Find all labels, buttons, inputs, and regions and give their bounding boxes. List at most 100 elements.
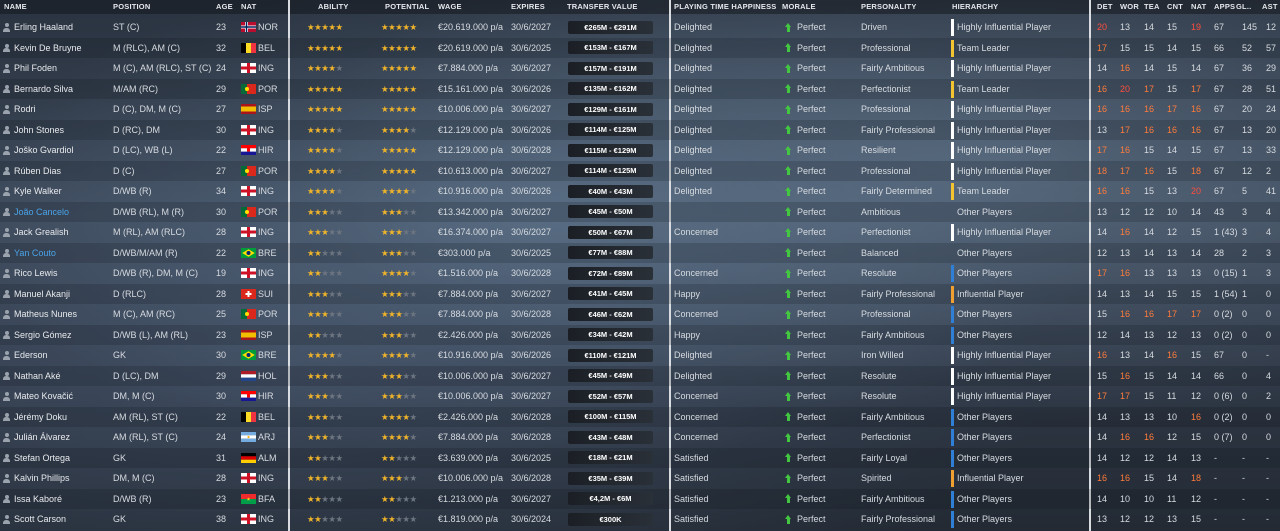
player-morale[interactable]: Perfect [797,514,826,524]
table-row[interactable]: Yan Couto D/WB/M/AM (R) 22 BRE ★★★★★ ★★★★★ €30… [0,242,1280,263]
header-ability[interactable]: ABILITY [318,2,349,11]
player-name-link[interactable]: Kevin De Bruyne [14,42,82,53]
player-nationality[interactable]: BRE [258,350,277,360]
player-name-link[interactable]: Joško Gvardiol [14,145,74,155]
player-nationality[interactable]: ARJ [258,432,276,442]
table-row[interactable]: Nathan Aké D (LC), DM 29 HOL ★★★★★ ★★★★★ €10.0… [0,365,1280,386]
table-row[interactable]: Sergio Gómez D/WB (L), AM (RL) 23 ISP ★★★★★ ★… [0,324,1280,345]
header-det[interactable]: DET [1097,2,1113,11]
player-name-link[interactable]: Issa Kaboré [14,493,63,504]
player-nationality[interactable]: ING [258,186,275,196]
player-name-link[interactable]: Julián Álvarez [14,432,71,442]
player-morale[interactable]: Perfect [797,432,826,442]
header-name[interactable]: NAME [4,2,27,11]
player-name-link[interactable]: John Stones [14,124,65,135]
header-potential[interactable]: POTENTIAL [385,2,430,11]
header-age[interactable]: AGE [216,2,233,11]
table-row[interactable]: Jérémy Doku AM (RL), ST (C) 22 BEL ★★★★★ ★★★★… [0,406,1280,427]
table-row[interactable]: Rodri D (C), DM, M (C) 27 ISP ★★★★★ ★★★★★ €10.… [0,99,1280,120]
player-nationality[interactable]: BEL [258,42,276,53]
player-morale[interactable]: Perfect [797,165,826,176]
header-ast[interactable]: AST [1262,2,1278,11]
player-nationality[interactable]: ING [258,514,275,524]
header-morale[interactable]: MORALE [782,2,816,11]
table-row[interactable]: Stefan Ortega GK 31 ALM ★★★★★ ★★★★★ €3.639.000… [0,447,1280,468]
table-row[interactable]: Jack Grealish M (RL), AM (RLC) 28 ING ★★★★★ ★… [0,222,1280,243]
player-morale[interactable]: Perfect [797,186,826,196]
player-morale[interactable]: Perfect [797,391,826,401]
player-name-link[interactable]: João Cancelo [14,206,70,217]
player-name-link[interactable]: Erling Haaland [14,22,74,32]
player-name-link[interactable]: Sergio Gómez [14,329,72,340]
column-divider[interactable] [1089,0,1091,531]
player-name-link[interactable]: Manuel Akanji [14,288,71,299]
player-name-link[interactable]: Matheus Nunes [14,309,78,319]
table-row[interactable]: Julián Álvarez AM (RL), ST (C) 24 ARJ ★★★★★ ★… [0,427,1280,448]
player-name-link[interactable]: Stefan Ortega [14,452,71,463]
header-wage[interactable]: WAGE [438,2,462,11]
player-morale[interactable]: Perfect [797,370,826,381]
table-row[interactable]: João Cancelo D/WB (RL), M (R) 30 POR ★★★★★ ★★… [0,201,1280,222]
table-row[interactable]: Issa Kaboré D/WB (R) 23 BFA ★★★★★ ★★★★★ €1.213… [0,488,1280,509]
player-name-link[interactable]: Nathan Aké [14,370,61,381]
header-position[interactable]: POSITION [113,2,151,11]
player-morale[interactable]: Perfect [797,473,826,483]
player-nationality[interactable]: HIR [258,391,274,401]
header-goals[interactable]: GL.. [1236,2,1252,11]
player-morale[interactable]: Perfect [797,493,826,504]
player-morale[interactable]: Perfect [797,452,826,463]
player-nationality[interactable]: HOL [258,370,277,381]
table-row[interactable]: Ederson GK 30 BRE ★★★★★ ★★★★★ €10.916.000 p/a 3… [0,345,1280,366]
header-personality[interactable]: PERSONALITY [861,2,917,11]
player-morale[interactable]: Perfect [797,411,826,422]
player-nationality[interactable]: ING [258,268,275,278]
header-transfer-value[interactable]: TRANSFER VALUE [567,2,638,11]
player-name-link[interactable]: Kalvin Phillips [14,473,70,483]
player-nationality[interactable]: ING [258,124,275,135]
table-row[interactable]: Kalvin Phillips DM, M (C) 28 ING ★★★★★ ★★★★★ €… [0,468,1280,489]
player-name-link[interactable]: Scott Carson [14,514,67,524]
player-morale[interactable]: Perfect [797,42,826,53]
player-morale[interactable]: Perfect [797,124,826,135]
table-row[interactable]: Kyle Walker D/WB (R) 34 ING ★★★★★ ★★★★★ €10.91… [0,181,1280,202]
player-nationality[interactable]: NOR [258,22,278,32]
player-morale[interactable]: Perfect [797,83,826,94]
player-name-link[interactable]: Jérémy Doku [14,411,68,422]
header-playing-time-happiness[interactable]: PLAYING TIME HAPPINESS [674,2,777,11]
player-nationality[interactable]: POR [258,309,278,319]
player-nationality[interactable]: HIR [258,145,274,155]
player-name-link[interactable]: Rúben Dias [14,165,62,176]
player-nationality[interactable]: BEL [258,411,276,422]
table-row[interactable]: Bernardo Silva M/AM (RC) 29 POR ★★★★★ ★★★★★ €1… [0,78,1280,99]
player-nationality[interactable]: POR [258,83,278,94]
player-nationality[interactable]: POR [258,165,278,176]
player-name-link[interactable]: Bernardo Silva [14,83,74,94]
player-morale[interactable]: Perfect [797,227,826,237]
player-morale[interactable]: Perfect [797,206,826,217]
column-divider[interactable] [288,0,290,531]
table-row[interactable]: Kevin De Bruyne M (RLC), AM (C) 32 BEL ★★★★★… [0,37,1280,58]
player-morale[interactable]: Perfect [797,268,826,278]
table-row[interactable]: Erling Haaland ST (C) 23 NOR ★★★★★ ★★★★★ €20.6… [0,17,1280,38]
player-name-link[interactable]: Rodri [14,104,36,114]
player-nationality[interactable]: ALM [258,452,277,463]
header-tea[interactable]: TEA [1144,2,1160,11]
player-morale[interactable]: Perfect [797,145,826,155]
player-nationality[interactable]: POR [258,206,278,217]
player-name-link[interactable]: Phil Foden [14,63,58,73]
header-hierarchy[interactable]: HIERARCHY [952,2,999,11]
player-nationality[interactable]: ING [258,227,275,237]
table-row[interactable]: Manuel Akanji D (RLC) 28 SUI ★★★★★ ★★★★★ €7.88… [0,283,1280,304]
header-wor[interactable]: WOR [1120,2,1139,11]
player-morale[interactable]: Perfect [797,309,826,319]
player-nationality[interactable]: ING [258,63,275,73]
player-morale[interactable]: Perfect [797,350,826,360]
table-row[interactable]: Matheus Nunes M (C), AM (RC) 25 POR ★★★★★ ★★★… [0,304,1280,325]
player-nationality[interactable]: SUI [258,288,274,299]
player-name-link[interactable]: Rico Lewis [14,268,58,278]
player-morale[interactable]: Perfect [797,104,826,114]
header-cnt[interactable]: CNT [1167,2,1184,11]
player-name-link[interactable]: Jack Grealish [14,227,69,237]
player-morale[interactable]: Perfect [797,63,826,73]
table-row[interactable]: Rico Lewis D/WB (R), DM, M (C) 19 ING ★★★★★ ★… [0,263,1280,284]
